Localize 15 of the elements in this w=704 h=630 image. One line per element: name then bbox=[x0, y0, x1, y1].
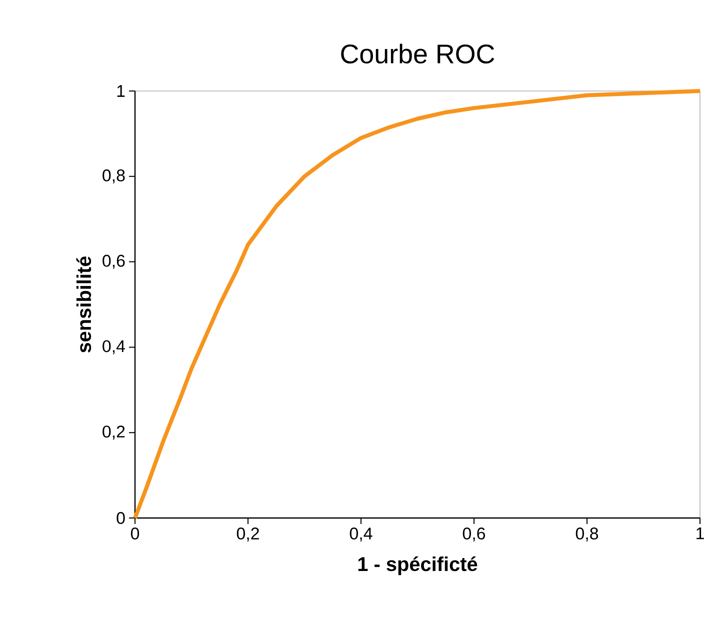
x-axis-title: 1 - spécificté bbox=[358, 556, 478, 576]
y-tick-label: 0,4 bbox=[102, 340, 125, 354]
y-tick-label: 0,2 bbox=[102, 426, 125, 440]
y-tick-label: 0,6 bbox=[102, 254, 125, 269]
y-tick-label: 1 bbox=[117, 85, 125, 97]
y-axis-title: sensibilité bbox=[76, 256, 92, 353]
x-tick-label: 0,4 bbox=[350, 528, 372, 542]
y-tick-label: 0,8 bbox=[102, 169, 125, 184]
chart-title: Courbe ROC bbox=[341, 44, 494, 64]
x-tick-label: 1 bbox=[696, 528, 704, 540]
x-tick-label: 0,2 bbox=[236, 528, 259, 542]
x-tick-label: 0,8 bbox=[576, 528, 598, 542]
y-tick-label: 0 bbox=[116, 512, 125, 524]
x-tick-label: 0 bbox=[130, 528, 140, 540]
x-tick-label: 0,6 bbox=[462, 528, 486, 542]
